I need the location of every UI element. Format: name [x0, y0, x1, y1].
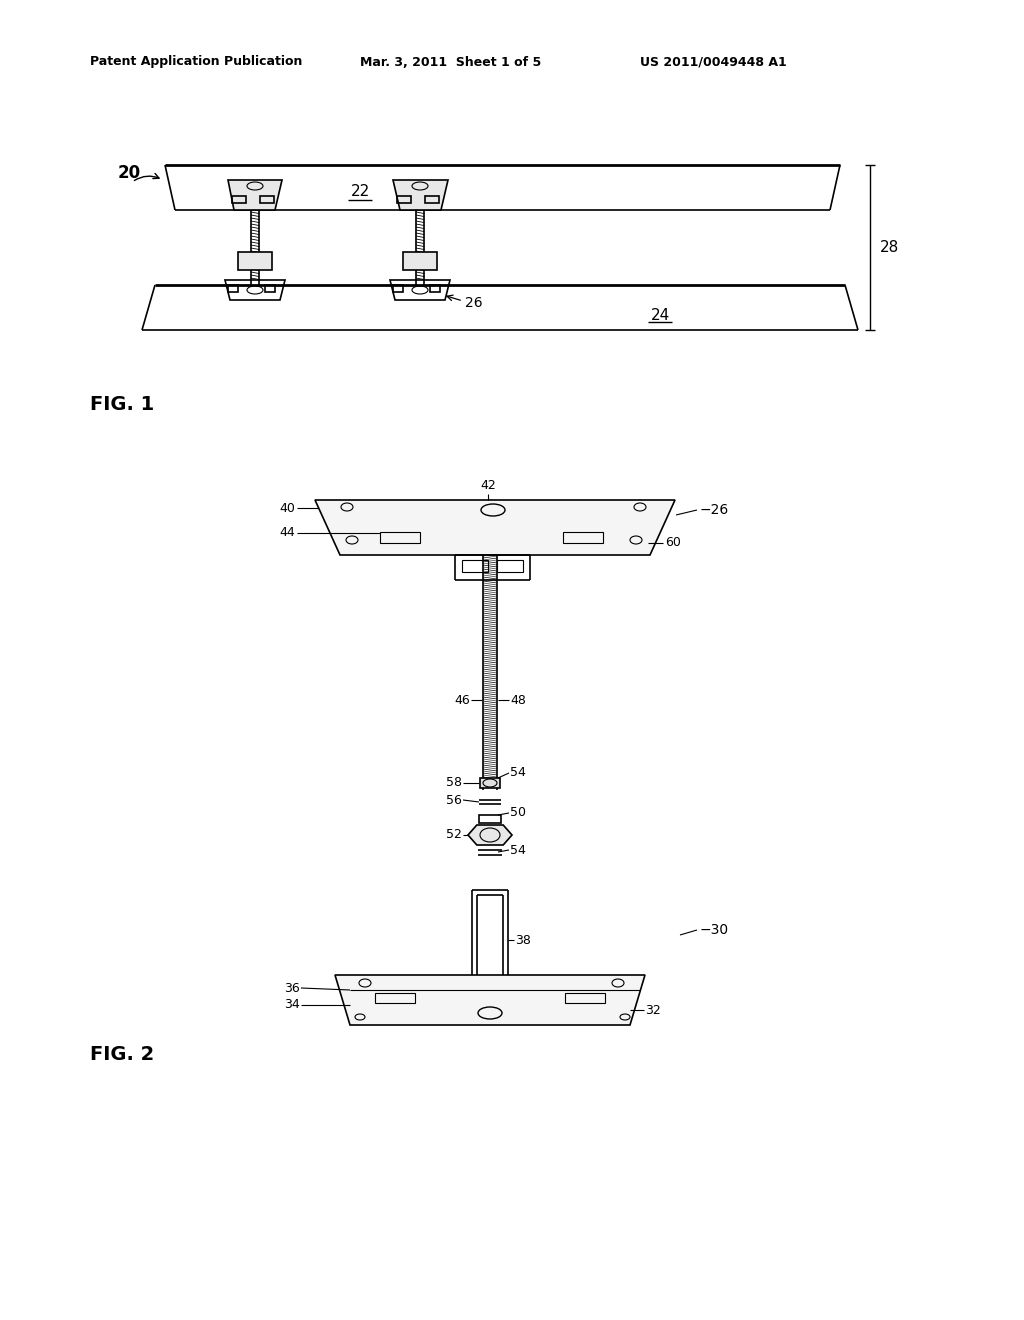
Text: Mar. 3, 2011  Sheet 1 of 5: Mar. 3, 2011 Sheet 1 of 5	[360, 55, 542, 69]
Bar	[265, 285, 275, 292]
Text: 46: 46	[455, 693, 470, 706]
Polygon shape	[335, 975, 645, 1026]
Polygon shape	[403, 252, 437, 271]
Text: 20: 20	[118, 164, 141, 182]
Text: 36: 36	[285, 982, 300, 994]
Bar	[228, 285, 238, 292]
Text: −26: −26	[700, 503, 729, 517]
Bar	[430, 285, 440, 292]
Bar	[393, 285, 403, 292]
Text: 58: 58	[446, 776, 462, 789]
Polygon shape	[238, 252, 272, 271]
Text: 26: 26	[465, 296, 482, 310]
Text: 24: 24	[650, 308, 670, 322]
Text: 22: 22	[350, 185, 370, 199]
Bar	[480, 777, 500, 788]
Polygon shape	[228, 180, 282, 210]
Text: 32: 32	[645, 1003, 660, 1016]
Text: FIG. 2: FIG. 2	[90, 1045, 155, 1064]
Polygon shape	[315, 500, 675, 554]
Text: 52: 52	[446, 829, 462, 842]
Text: −30: −30	[700, 923, 729, 937]
Text: US 2011/0049448 A1: US 2011/0049448 A1	[640, 55, 786, 69]
Text: 48: 48	[510, 693, 526, 706]
Text: 60: 60	[665, 536, 681, 549]
Text: 54: 54	[510, 767, 526, 780]
Text: 54: 54	[510, 843, 526, 857]
Text: 44: 44	[280, 527, 295, 540]
Text: 34: 34	[285, 998, 300, 1011]
Polygon shape	[468, 825, 512, 845]
Text: FIG. 1: FIG. 1	[90, 396, 155, 414]
Polygon shape	[393, 180, 449, 210]
Bar	[260, 195, 274, 203]
Text: 56: 56	[446, 793, 462, 807]
Text: 42: 42	[480, 479, 496, 492]
Text: 38: 38	[515, 933, 530, 946]
Text: Patent Application Publication: Patent Application Publication	[90, 55, 302, 69]
Bar	[479, 814, 501, 822]
Text: 28: 28	[880, 240, 899, 256]
Text: 40: 40	[280, 502, 295, 515]
Bar	[232, 195, 246, 203]
Text: 50: 50	[510, 807, 526, 820]
Bar	[425, 195, 439, 203]
Bar	[397, 195, 411, 203]
